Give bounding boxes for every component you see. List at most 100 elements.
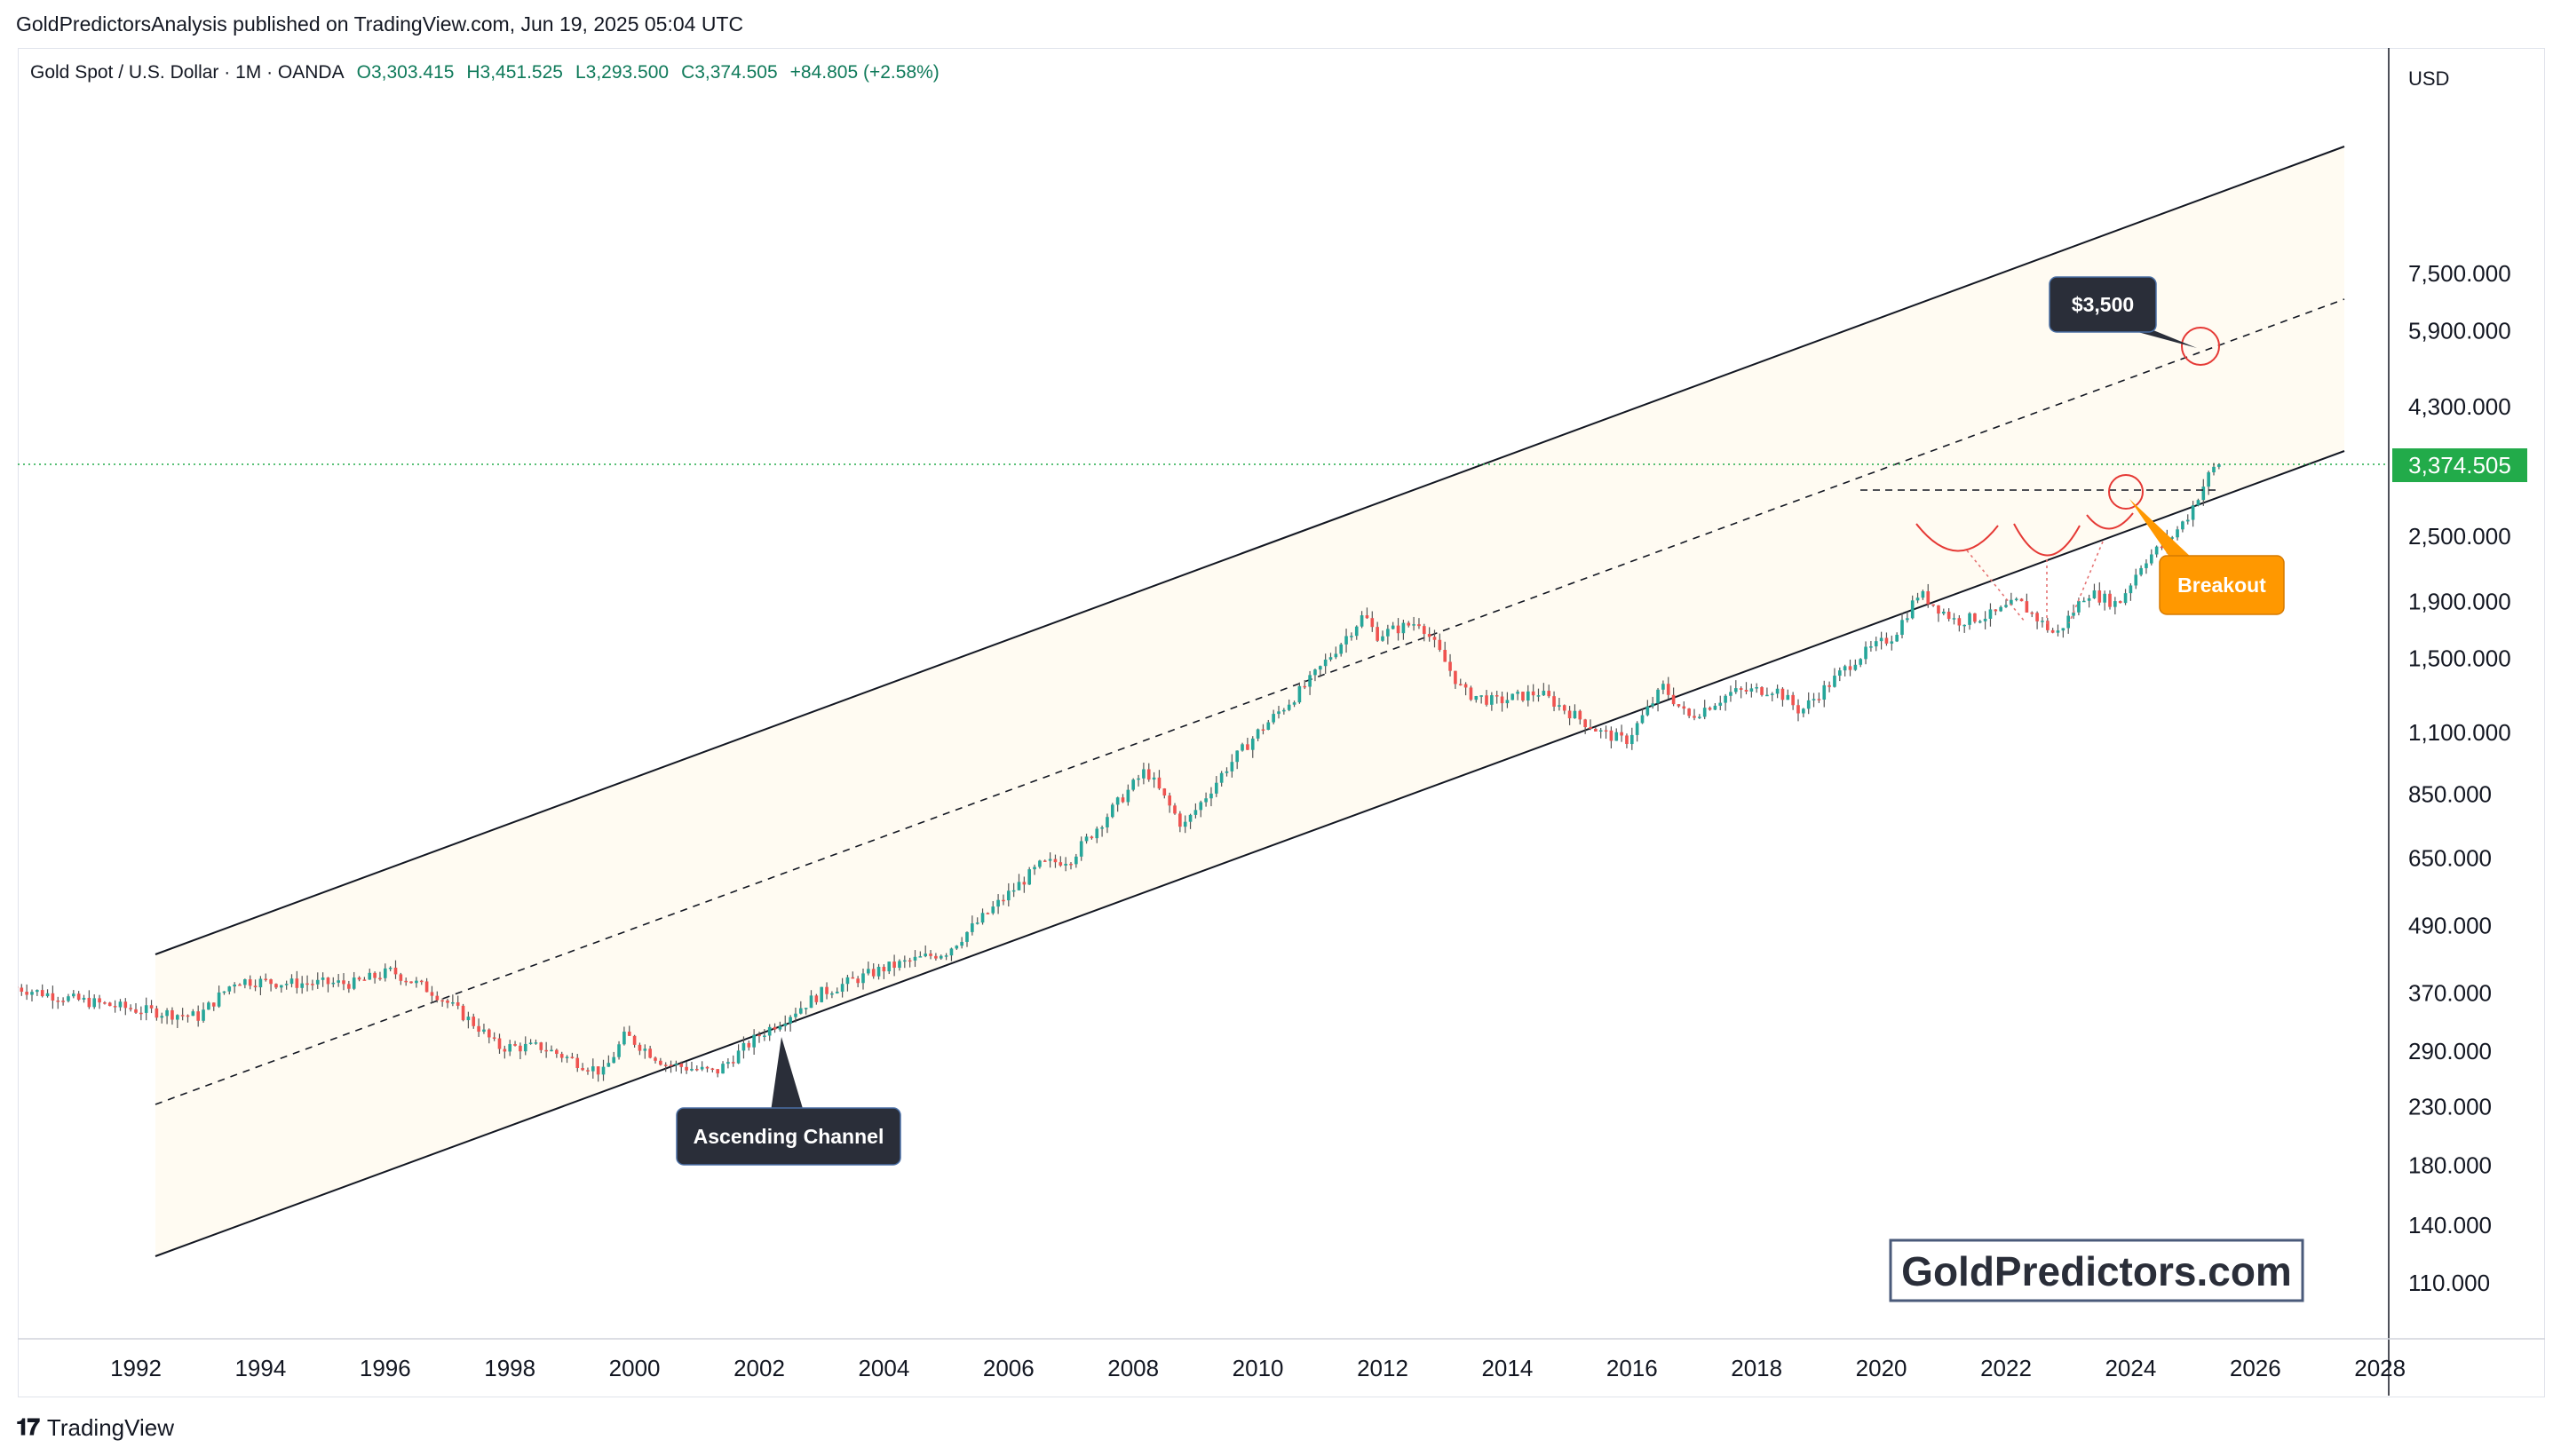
candle[interactable] (1947, 608, 1951, 621)
candle[interactable] (1396, 618, 1400, 641)
candle[interactable] (1635, 721, 1639, 742)
candle[interactable] (798, 1001, 803, 1015)
candle[interactable] (2103, 590, 2106, 611)
candle[interactable] (1978, 620, 1982, 624)
candle[interactable] (939, 954, 943, 961)
candle[interactable] (1002, 894, 1005, 906)
candle[interactable] (840, 977, 844, 998)
candle[interactable] (908, 957, 912, 968)
candle[interactable] (25, 984, 28, 1001)
candle[interactable] (1225, 767, 1229, 777)
candle[interactable] (1656, 687, 1660, 712)
candle[interactable] (295, 970, 299, 994)
candle[interactable] (1693, 708, 1696, 721)
candle[interactable] (710, 1067, 715, 1072)
candle[interactable] (461, 1003, 465, 1022)
candle[interactable] (1495, 691, 1499, 704)
candle[interactable] (1687, 708, 1691, 718)
candle[interactable] (61, 997, 65, 1006)
candle[interactable] (1848, 659, 1852, 677)
candle[interactable] (1069, 862, 1073, 870)
candle[interactable] (747, 1041, 751, 1051)
candle[interactable] (794, 1007, 797, 1023)
candle[interactable] (368, 969, 372, 980)
candle[interactable] (243, 978, 247, 989)
candle[interactable] (2145, 558, 2148, 574)
candle[interactable] (1812, 692, 1816, 708)
candle[interactable] (632, 1034, 637, 1048)
candle[interactable] (2081, 597, 2086, 603)
candle[interactable] (1906, 611, 1909, 623)
candle[interactable] (544, 1041, 548, 1058)
candle[interactable] (1957, 614, 1962, 632)
candle[interactable] (778, 1021, 782, 1032)
candle[interactable] (321, 972, 325, 987)
candle[interactable] (1381, 630, 1384, 642)
candle[interactable] (1287, 699, 1291, 712)
watermark-box[interactable]: GoldPredictors.com (1889, 1238, 2304, 1302)
candle[interactable] (1443, 641, 1447, 662)
candle[interactable] (763, 1029, 766, 1041)
candle[interactable] (129, 1004, 132, 1012)
candle[interactable] (2139, 565, 2143, 577)
candle[interactable] (51, 985, 55, 1009)
candle[interactable] (15, 982, 19, 989)
candle[interactable] (415, 977, 418, 988)
candle[interactable] (326, 977, 330, 993)
candle[interactable] (1552, 691, 1556, 712)
candle[interactable] (1350, 632, 1353, 641)
candle[interactable] (1718, 695, 1723, 710)
candle[interactable] (279, 985, 283, 993)
candle[interactable] (1843, 664, 1847, 677)
candle[interactable] (1017, 874, 1021, 890)
candle[interactable] (2149, 549, 2153, 566)
candle[interactable] (1562, 704, 1566, 715)
candle[interactable] (1323, 653, 1328, 674)
candle[interactable] (513, 1041, 517, 1047)
candle[interactable] (1458, 678, 1463, 686)
candle[interactable] (1074, 853, 1078, 868)
candle[interactable] (440, 998, 444, 1007)
callout-3500[interactable]: $3,500 (2049, 276, 2197, 348)
candle[interactable] (144, 997, 148, 1021)
candle[interactable] (773, 1023, 777, 1033)
candle[interactable] (570, 1052, 575, 1059)
candle[interactable] (607, 1055, 611, 1067)
candle[interactable] (845, 974, 850, 992)
candle[interactable] (1666, 677, 1670, 700)
candle[interactable] (258, 976, 263, 995)
candle[interactable] (705, 1065, 710, 1072)
candle[interactable] (1859, 658, 1863, 668)
candle[interactable] (1780, 687, 1785, 707)
candle[interactable] (523, 1036, 527, 1056)
candle[interactable] (1479, 695, 1483, 704)
candle[interactable] (892, 954, 896, 977)
candle[interactable] (1640, 708, 1645, 724)
candle[interactable] (1157, 770, 1162, 790)
candle[interactable] (1609, 726, 1614, 749)
candle[interactable] (30, 989, 34, 1001)
candle[interactable] (861, 968, 865, 990)
candle[interactable] (1219, 771, 1224, 787)
candle[interactable] (1318, 665, 1322, 677)
candle[interactable] (2066, 610, 2071, 634)
candle[interactable] (134, 1002, 138, 1014)
candle[interactable] (2061, 628, 2065, 638)
candle[interactable] (430, 985, 434, 1003)
candle[interactable] (202, 1002, 205, 1023)
candle[interactable] (1454, 670, 1457, 689)
candle[interactable] (1152, 772, 1156, 788)
candle[interactable] (337, 973, 340, 987)
candle[interactable] (1168, 792, 1171, 813)
callout-breakout[interactable]: Breakout (2129, 499, 2285, 615)
candle[interactable] (1516, 689, 1519, 700)
candle[interactable] (331, 977, 336, 988)
candle[interactable] (669, 1060, 673, 1073)
channel-upper-line[interactable] (155, 146, 2345, 955)
candle[interactable] (1277, 706, 1280, 719)
candle[interactable] (191, 1009, 195, 1017)
candle[interactable] (1937, 605, 1940, 622)
candle[interactable] (1038, 859, 1042, 869)
candle[interactable] (2134, 568, 2138, 590)
candle[interactable] (814, 993, 819, 1005)
